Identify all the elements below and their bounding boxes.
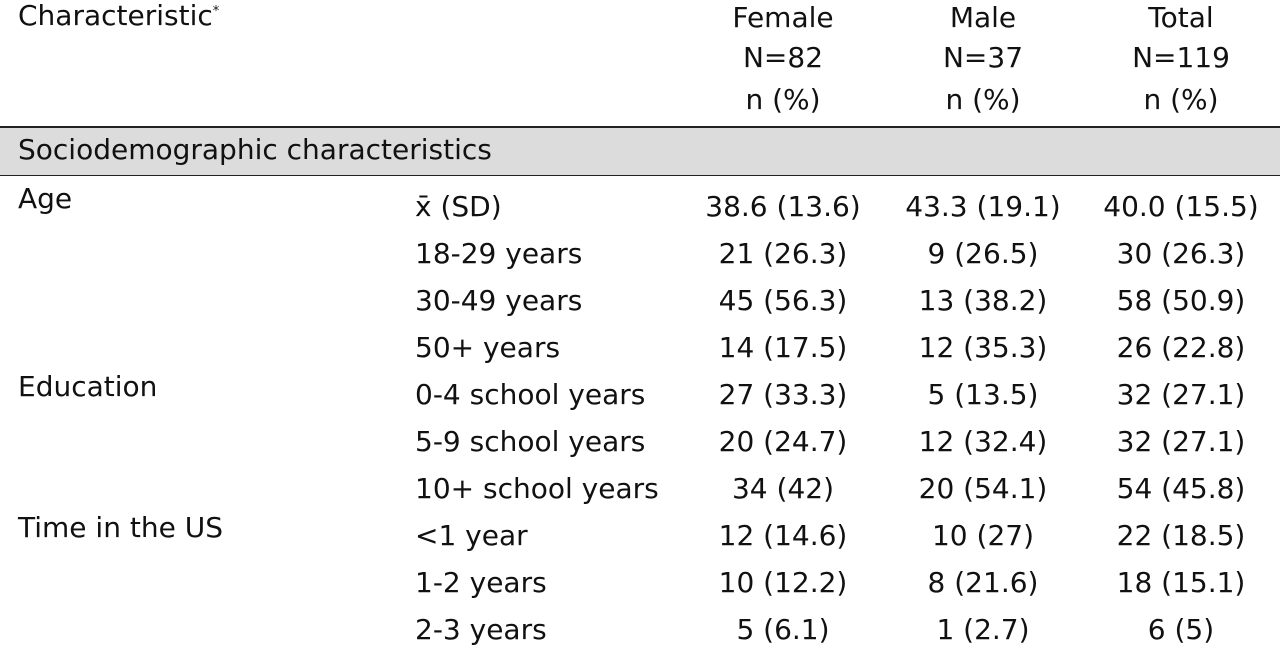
row-level-label: x̄ (SD): [415, 190, 502, 223]
table-row: 1-2 years 10 (12.2) 8 (21.6) 18 (15.1): [0, 559, 1280, 606]
section-rule: [0, 175, 1280, 176]
table-row: Age x̄ (SD) 38.6 (13.6) 43.3 (19.1) 40.0 (15…: [0, 182, 1280, 230]
section-header: Sociodemographic characteristics: [0, 128, 1280, 175]
total-cell: 32 (27.1): [1116, 425, 1246, 458]
table-row: Education 0-4 school years 27 (33.3) 5 (13.…: [0, 370, 1280, 418]
row-group-label: Education: [18, 370, 158, 403]
total-cell: 18 (15.1): [1116, 566, 1246, 599]
female-column-header: Female N=82 n (%): [700, 0, 866, 120]
table-row: Time in the US <1 year 12 (14.6) 10 (27) 22 …: [0, 511, 1280, 559]
female-unit: n (%): [745, 83, 821, 116]
female-cell: 34 (42): [731, 472, 834, 505]
male-cell: 8 (21.6): [927, 566, 1039, 599]
male-cell: 20 (54.1): [918, 472, 1048, 505]
table-row: 5-9 school years 20 (24.7) 12 (32.4) 32 (27…: [0, 418, 1280, 465]
female-cell: 21 (26.3): [718, 237, 848, 270]
male-n: N=37: [942, 41, 1024, 74]
total-cell: 22 (18.5): [1116, 519, 1246, 552]
total-n: N=119: [1132, 41, 1230, 74]
total-cell: 26 (22.8): [1116, 331, 1246, 364]
male-cell: 1 (2.7): [936, 613, 1030, 646]
characteristic-label: Characteristic: [18, 0, 213, 32]
header-rule: [0, 126, 1280, 128]
female-cell: 14 (17.5): [718, 331, 848, 364]
table-row: 50+ years 14 (17.5) 12 (35.3) 26 (22.8): [0, 324, 1280, 371]
row-level-label: 2-3 years: [415, 613, 547, 646]
total-cell: 54 (45.8): [1116, 472, 1246, 505]
male-cell: 9 (26.5): [927, 237, 1039, 270]
male-unit: n (%): [945, 83, 1021, 116]
table-header: Characteristic* Female N=82 n (%) Male N…: [0, 0, 1280, 127]
total-unit: n (%): [1143, 83, 1219, 116]
total-cell: 40.0 (15.5): [1103, 190, 1259, 223]
female-cell: 38.6 (13.6): [705, 190, 861, 223]
table-body: Age x̄ (SD) 38.6 (13.6) 43.3 (19.1) 40.0 (15…: [0, 182, 1280, 653]
female-cell: 10 (12.2): [718, 566, 848, 599]
row-level-label: 10+ school years: [415, 472, 659, 505]
total-cell: 32 (27.1): [1116, 378, 1246, 411]
male-cell: 10 (27): [931, 519, 1034, 552]
total-label: Total: [1148, 1, 1214, 34]
characteristic-header: Characteristic*: [18, 0, 219, 34]
row-level-label: 1-2 years: [415, 566, 547, 599]
row-group-label: Age: [18, 182, 73, 215]
male-label: Male: [949, 1, 1017, 34]
total-column-header: Total N=119 n (%): [1098, 0, 1264, 120]
row-level-label: 5-9 school years: [415, 425, 646, 458]
table-row: 30-49 years 45 (56.3) 13 (38.2) 58 (50.9): [0, 277, 1280, 324]
row-level-label: <1 year: [415, 519, 528, 552]
female-cell: 5 (6.1): [736, 613, 830, 646]
female-cell: 45 (56.3): [718, 284, 848, 317]
table-row: 10+ school years 34 (42) 20 (54.1) 54 (45.8…: [0, 465, 1280, 512]
row-group-label: Time in the US: [18, 511, 223, 544]
row-level-label: 0-4 school years: [415, 378, 646, 411]
table-row: 2-3 years 5 (6.1) 1 (2.7) 6 (5): [0, 606, 1280, 653]
total-cell: 58 (50.9): [1116, 284, 1246, 317]
female-label: Female: [732, 1, 834, 34]
row-level-label: 30-49 years: [415, 284, 583, 317]
male-cell: 5 (13.5): [927, 378, 1039, 411]
male-column-header: Male N=37 n (%): [900, 0, 1066, 120]
table-row: 18-29 years 21 (26.3) 9 (26.5) 30 (26.3): [0, 230, 1280, 277]
male-cell: 12 (32.4): [918, 425, 1048, 458]
total-cell: 30 (26.3): [1116, 237, 1246, 270]
male-cell: 13 (38.2): [918, 284, 1048, 317]
section-title: Sociodemographic characteristics: [18, 133, 492, 166]
row-level-label: 50+ years: [415, 331, 561, 364]
row-level-label: 18-29 years: [415, 237, 583, 270]
female-n: N=82: [742, 41, 824, 74]
female-cell: 20 (24.7): [718, 425, 848, 458]
female-cell: 12 (14.6): [718, 519, 848, 552]
male-cell: 12 (35.3): [918, 331, 1048, 364]
footnote-marker: *: [212, 4, 220, 19]
male-cell: 43.3 (19.1): [905, 190, 1061, 223]
female-cell: 27 (33.3): [718, 378, 848, 411]
total-cell: 6 (5): [1147, 613, 1215, 646]
